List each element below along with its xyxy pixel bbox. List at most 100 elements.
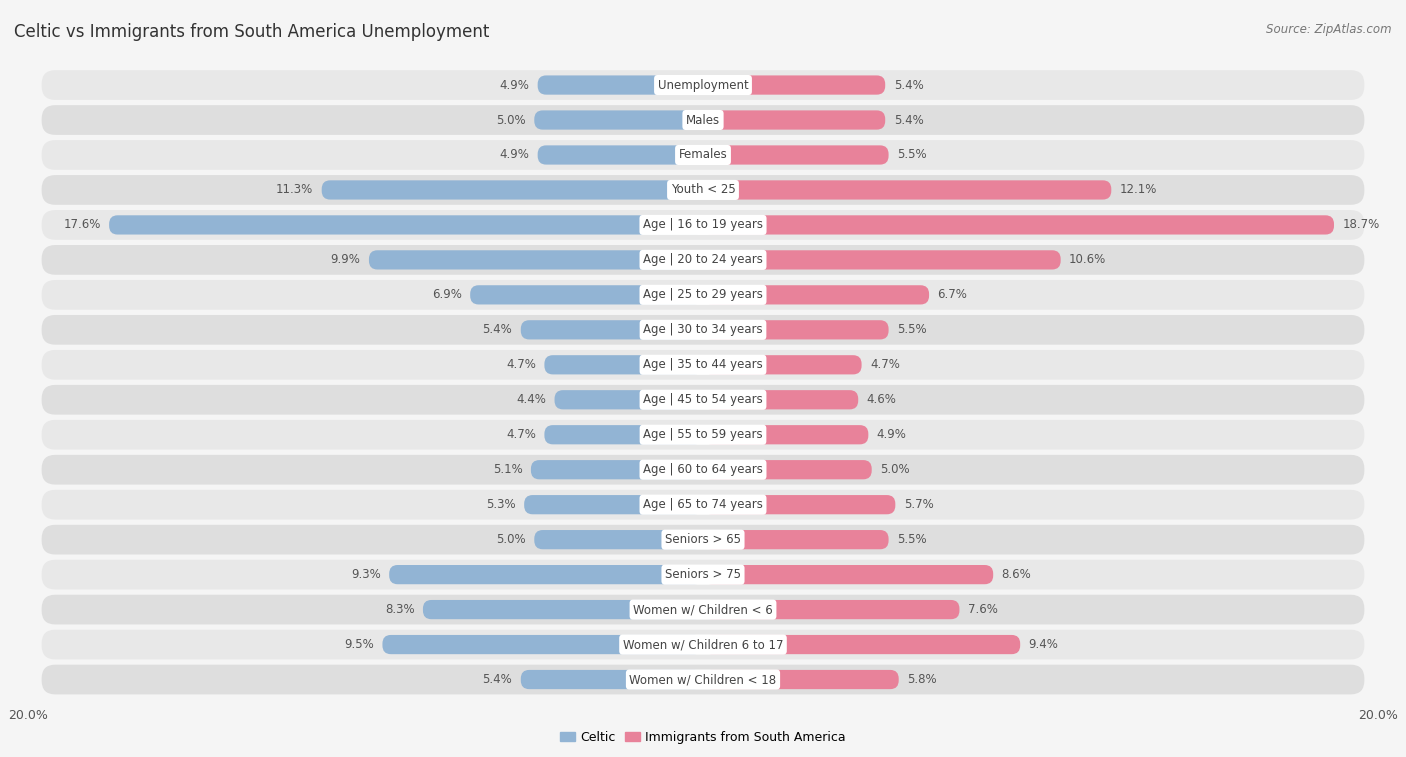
Text: 5.0%: 5.0% [496,114,526,126]
FancyBboxPatch shape [531,460,703,479]
FancyBboxPatch shape [703,460,872,479]
Text: Age | 65 to 74 years: Age | 65 to 74 years [643,498,763,511]
FancyBboxPatch shape [703,565,993,584]
Text: 9.3%: 9.3% [352,568,381,581]
FancyBboxPatch shape [42,595,1364,625]
Text: Women w/ Children 6 to 17: Women w/ Children 6 to 17 [623,638,783,651]
FancyBboxPatch shape [703,530,889,550]
FancyBboxPatch shape [703,320,889,339]
Text: Age | 25 to 29 years: Age | 25 to 29 years [643,288,763,301]
FancyBboxPatch shape [703,111,886,129]
Text: Age | 35 to 44 years: Age | 35 to 44 years [643,358,763,371]
FancyBboxPatch shape [42,280,1364,310]
FancyBboxPatch shape [42,559,1364,590]
Text: Source: ZipAtlas.com: Source: ZipAtlas.com [1267,23,1392,36]
FancyBboxPatch shape [42,350,1364,380]
Text: Women w/ Children < 18: Women w/ Children < 18 [630,673,776,686]
Text: Youth < 25: Youth < 25 [671,183,735,197]
Text: 5.1%: 5.1% [492,463,523,476]
FancyBboxPatch shape [703,390,858,410]
Text: 4.9%: 4.9% [499,148,529,161]
FancyBboxPatch shape [703,355,862,375]
FancyBboxPatch shape [42,630,1364,659]
Text: 6.9%: 6.9% [432,288,461,301]
Text: Age | 20 to 24 years: Age | 20 to 24 years [643,254,763,266]
Text: 5.0%: 5.0% [496,533,526,546]
Text: Women w/ Children < 6: Women w/ Children < 6 [633,603,773,616]
FancyBboxPatch shape [544,425,703,444]
FancyBboxPatch shape [42,315,1364,344]
FancyBboxPatch shape [42,140,1364,170]
FancyBboxPatch shape [389,565,703,584]
Text: 8.3%: 8.3% [385,603,415,616]
Text: 4.6%: 4.6% [866,394,897,407]
FancyBboxPatch shape [524,495,703,514]
Text: 5.4%: 5.4% [894,114,924,126]
Text: Seniors > 75: Seniors > 75 [665,568,741,581]
Text: Unemployment: Unemployment [658,79,748,92]
FancyBboxPatch shape [554,390,703,410]
FancyBboxPatch shape [42,210,1364,240]
FancyBboxPatch shape [42,245,1364,275]
FancyBboxPatch shape [382,635,703,654]
Text: 9.5%: 9.5% [344,638,374,651]
Text: Males: Males [686,114,720,126]
FancyBboxPatch shape [703,76,886,95]
FancyBboxPatch shape [703,495,896,514]
FancyBboxPatch shape [423,600,703,619]
FancyBboxPatch shape [470,285,703,304]
Text: 12.1%: 12.1% [1119,183,1157,197]
FancyBboxPatch shape [42,105,1364,135]
FancyBboxPatch shape [42,70,1364,100]
FancyBboxPatch shape [110,215,703,235]
Text: 5.8%: 5.8% [907,673,936,686]
Legend: Celtic, Immigrants from South America: Celtic, Immigrants from South America [555,726,851,749]
Text: 5.3%: 5.3% [486,498,516,511]
FancyBboxPatch shape [42,175,1364,205]
FancyBboxPatch shape [368,251,703,269]
FancyBboxPatch shape [703,215,1334,235]
Text: 9.4%: 9.4% [1029,638,1059,651]
Text: Females: Females [679,148,727,161]
Text: 4.7%: 4.7% [870,358,900,371]
Text: 4.4%: 4.4% [516,394,546,407]
Text: Age | 55 to 59 years: Age | 55 to 59 years [643,428,763,441]
Text: 9.9%: 9.9% [330,254,360,266]
Text: 8.6%: 8.6% [1001,568,1032,581]
Text: 5.5%: 5.5% [897,148,927,161]
FancyBboxPatch shape [537,145,703,164]
Text: 6.7%: 6.7% [938,288,967,301]
Text: 5.4%: 5.4% [482,673,512,686]
FancyBboxPatch shape [703,285,929,304]
FancyBboxPatch shape [42,385,1364,415]
Text: 5.7%: 5.7% [904,498,934,511]
FancyBboxPatch shape [42,665,1364,694]
Text: 5.5%: 5.5% [897,533,927,546]
FancyBboxPatch shape [703,600,959,619]
FancyBboxPatch shape [42,455,1364,484]
Text: Age | 45 to 54 years: Age | 45 to 54 years [643,394,763,407]
Text: 4.7%: 4.7% [506,358,536,371]
Text: Seniors > 65: Seniors > 65 [665,533,741,546]
FancyBboxPatch shape [520,670,703,689]
FancyBboxPatch shape [537,76,703,95]
Text: 5.5%: 5.5% [897,323,927,336]
FancyBboxPatch shape [703,670,898,689]
FancyBboxPatch shape [703,145,889,164]
FancyBboxPatch shape [42,490,1364,519]
FancyBboxPatch shape [544,355,703,375]
FancyBboxPatch shape [534,530,703,550]
FancyBboxPatch shape [703,251,1060,269]
Text: 4.9%: 4.9% [877,428,907,441]
FancyBboxPatch shape [42,525,1364,555]
Text: 17.6%: 17.6% [63,219,101,232]
FancyBboxPatch shape [42,420,1364,450]
Text: 5.4%: 5.4% [894,79,924,92]
Text: 5.0%: 5.0% [880,463,910,476]
Text: 11.3%: 11.3% [276,183,314,197]
FancyBboxPatch shape [703,425,869,444]
Text: 10.6%: 10.6% [1069,254,1107,266]
Text: 5.4%: 5.4% [482,323,512,336]
Text: Age | 16 to 19 years: Age | 16 to 19 years [643,219,763,232]
FancyBboxPatch shape [703,180,1111,200]
